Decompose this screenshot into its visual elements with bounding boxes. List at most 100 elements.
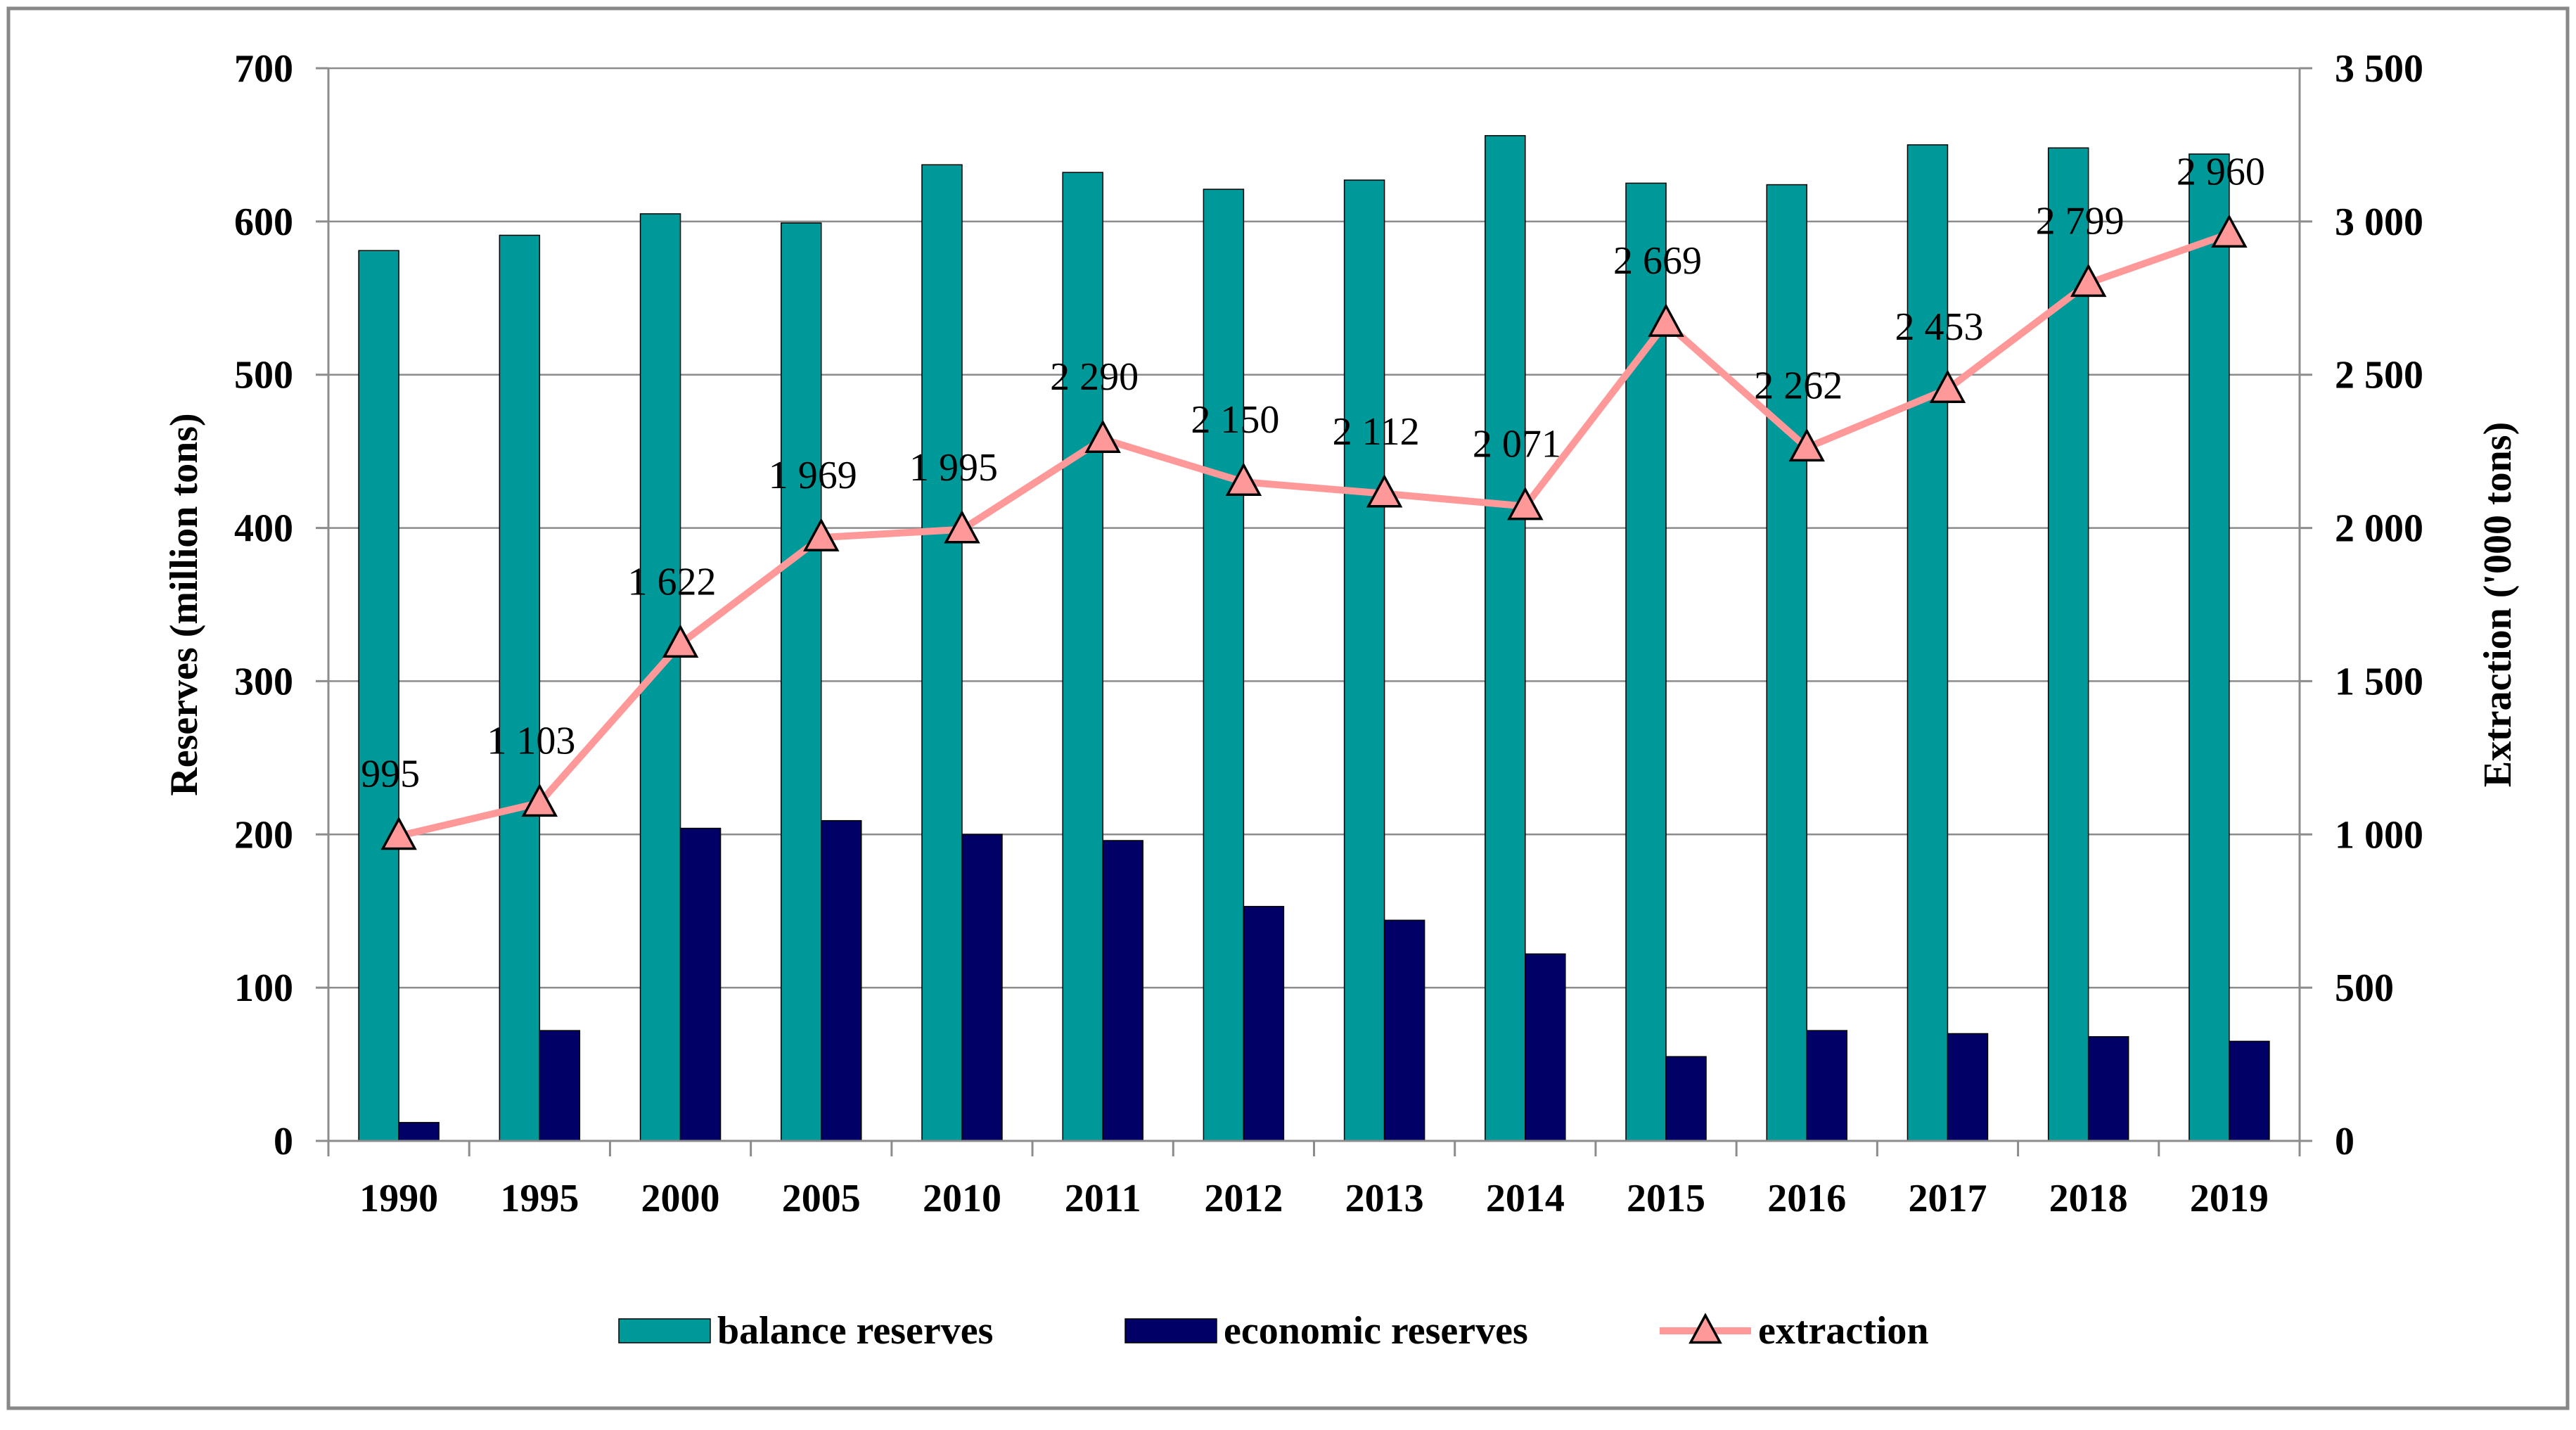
x-tick-label: 2012 [1204,1177,1283,1220]
extraction-line [380,214,2248,850]
extraction-marker [1084,419,1121,453]
bar-balance-reserves [1343,179,1385,1142]
extraction-marker [1929,369,1966,403]
extraction-data-label: 2 799 [2036,199,2125,243]
right-tick-label: 2 000 [2335,507,2423,551]
x-tick-label: 2016 [1767,1177,1846,1220]
extraction-marker [1648,303,1684,337]
extraction-marker [2211,214,2248,248]
extraction-data-label: 1 995 [909,446,998,490]
bar-economic-reserves [2087,1036,2129,1142]
x-tick-label: 2005 [782,1177,861,1220]
legend-label-economic-reserves: economic reserves [1224,1309,1528,1353]
x-tick-label: 2019 [2190,1177,2269,1220]
bar-balance-reserves [1907,144,1949,1142]
x-tick-label: 2011 [1065,1177,1141,1220]
bar-balance-reserves [1062,172,1103,1142]
x-tick-label: 2010 [923,1177,1001,1220]
bar-economic-reserves [961,834,1003,1142]
left-tick-label: 100 [234,966,293,1010]
left-tick-label: 500 [234,354,293,397]
left-axis-title: Reserves (million tons) [162,413,206,796]
x-tick-label: 2014 [1486,1177,1565,1220]
right-tick-label: 1 000 [2335,813,2423,857]
x-tick-label: 2015 [1627,1177,1705,1220]
bar-balance-reserves [781,222,822,1142]
left-tick-label: 300 [234,660,293,703]
legend-label-extraction: extraction [1758,1309,1929,1353]
legend-swatch-economic-reserves [1124,1318,1217,1343]
right-tick-label: 0 [2335,1120,2354,1163]
extraction-marker [521,783,558,817]
left-tick-label: 700 [234,47,293,91]
extraction-marker [380,816,417,850]
bar-economic-reserves [2229,1040,2270,1142]
extraction-data-label: 1 969 [769,454,857,497]
left-tick-label: 0 [274,1120,293,1163]
left-tick-label: 600 [234,200,293,244]
x-tick-label: 2000 [641,1177,720,1220]
extraction-data-label: 2 112 [1333,410,1420,454]
x-tick-label: 1990 [359,1177,438,1220]
bar-balance-reserves [1625,182,1667,1142]
x-tick-label: 1995 [500,1177,579,1220]
extraction-marker [1366,474,1403,508]
right-tick-label: 2 500 [2335,354,2423,397]
bar-economic-reserves [1525,953,1566,1142]
extraction-data-label: 2 071 [1473,423,1561,466]
bar-economic-reserves [821,819,862,1142]
bar-balance-reserves [358,250,399,1142]
bars [358,135,2270,1142]
extraction-data-label: 2 290 [1050,355,1139,399]
extraction-data-label: 2 150 [1191,398,1279,442]
bar-economic-reserves [539,1030,581,1142]
right-tick-label: 500 [2335,966,2394,1010]
left-tick-label: 200 [234,813,293,857]
bar-economic-reserves [1102,840,1143,1142]
x-tick-label: 2017 [1908,1177,1987,1220]
right-tick-label: 3 000 [2335,200,2423,244]
extraction-marker [2070,263,2107,298]
bar-economic-reserves [1947,1033,1989,1142]
bar-balance-reserves [499,234,541,1142]
extraction-polyline [397,230,2231,840]
right-tick-label: 1 500 [2335,660,2423,703]
extraction-data-label: 1 622 [628,560,717,604]
x-tick-label: 2013 [1345,1177,1424,1220]
extraction-data-label: 2 453 [1895,305,1983,349]
extraction-marker [1225,462,1262,496]
chart-border [6,6,2570,1410]
bar-economic-reserves [1383,919,1425,1142]
extraction-data-label: 2 960 [2177,150,2265,193]
extraction-marker [662,624,699,658]
bar-balance-reserves [1766,184,1807,1142]
extraction-marker [803,518,840,551]
axes: 0 100 200 300 400 500 600 700 0 500 1 000 1 500 2 00… [234,47,2423,1220]
bar-economic-reserves [1806,1030,1847,1142]
legend: balance reserves economic reserves extra… [618,1309,1929,1353]
bar-economic-reserves [1243,905,1285,1142]
extraction-data-label: 2 669 [1613,239,1702,283]
extraction-data-label: 2 262 [1754,364,1843,407]
bar-balance-reserves [1485,135,1526,1142]
right-axis-title: Extraction ('000 tons) [2476,422,2520,788]
left-tick-label: 400 [234,507,293,551]
legend-label-balance-reserves: balance reserves [717,1309,993,1353]
bar-balance-reserves [2189,153,2230,1142]
legend-swatch-balance-reserves [618,1318,711,1343]
bar-economic-reserves [679,827,722,1142]
bar-economic-reserves [1665,1056,1707,1142]
x-tick-label: 2018 [2049,1177,2128,1220]
extraction-data-label: 1 103 [487,719,575,762]
extraction-data-label: 995 [361,752,420,796]
extraction-marker [1507,486,1544,521]
bar-balance-reserves [1203,189,1245,1142]
right-tick-label: 3 500 [2335,47,2423,91]
bar-balance-reserves [921,164,963,1142]
extraction-marker [944,510,980,544]
bar-economic-reserves [398,1122,440,1142]
extraction-marker [1788,428,1825,462]
data-labels: 995 1 103 1 622 1 969 1 995 2 290 2 150 2 112 2 … [361,150,2265,796]
